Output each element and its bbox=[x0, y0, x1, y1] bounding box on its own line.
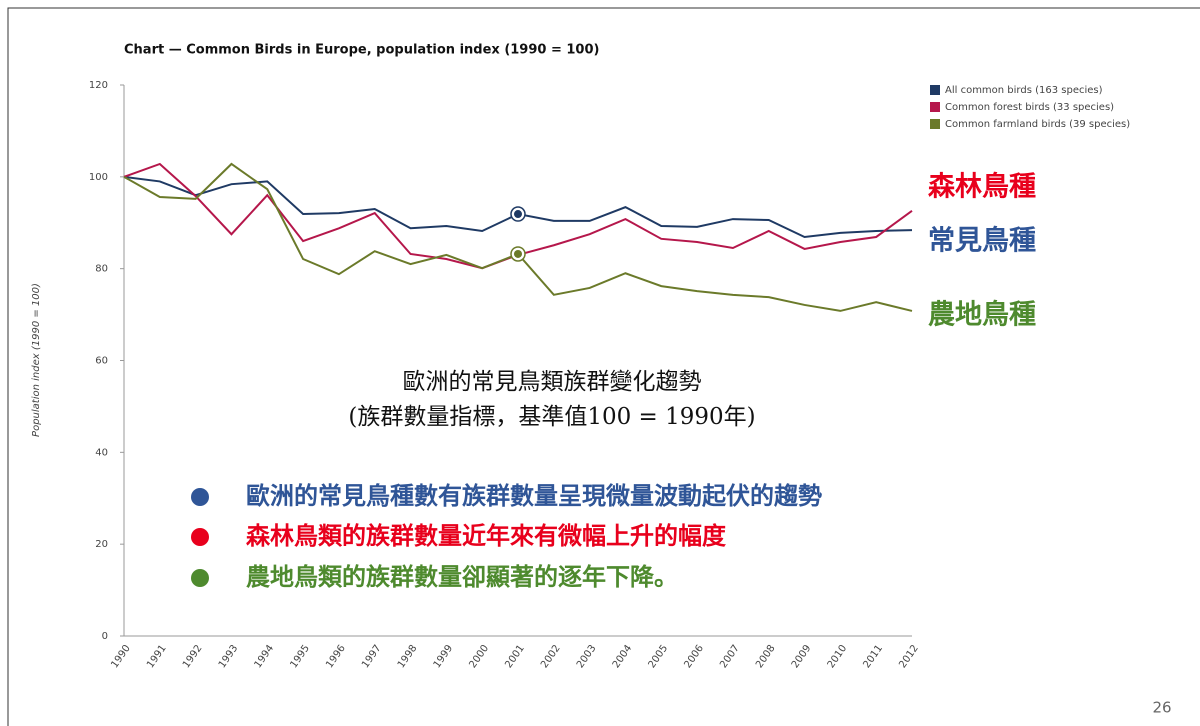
x-tick-label: 2003 bbox=[575, 643, 599, 670]
x-tick-label: 2001 bbox=[503, 643, 527, 670]
y-tick-label: 80 bbox=[95, 264, 108, 275]
x-tick-label: 2010 bbox=[826, 643, 850, 670]
x-tick-label: 1996 bbox=[324, 643, 348, 670]
bullet-dot bbox=[191, 569, 209, 587]
x-tick-label: 1992 bbox=[181, 643, 205, 670]
x-tick-label: 1997 bbox=[360, 643, 384, 670]
x-tick-label: 2004 bbox=[611, 643, 635, 670]
bullet-dot bbox=[191, 488, 209, 506]
x-tick-label: 1993 bbox=[217, 643, 241, 670]
x-tick-label: 1991 bbox=[145, 643, 169, 670]
x-tick-label: 2005 bbox=[647, 643, 671, 670]
caption: 歐洲的常見鳥類族群變化趨勢 bbox=[403, 369, 702, 395]
y-tick-label: 40 bbox=[95, 447, 108, 458]
bullet-text: 農地鳥類的族群數量卻顯著的逐年下降。 bbox=[246, 563, 678, 591]
page-number: 26 bbox=[1152, 699, 1171, 717]
x-tick-label: 1990 bbox=[109, 643, 133, 670]
y-tick-label: 20 bbox=[95, 539, 108, 550]
x-tick-label: 1999 bbox=[432, 643, 456, 670]
legend-swatch bbox=[930, 102, 940, 112]
y-tick-label: 100 bbox=[89, 172, 108, 183]
chart-title: Chart — Common Birds in Europe, populati… bbox=[124, 43, 599, 58]
y-tick-label: 0 bbox=[102, 631, 108, 642]
x-tick-label: 2000 bbox=[467, 643, 491, 670]
caption: (族群數量指標，基準值100 = 1990年) bbox=[348, 404, 755, 430]
x-tick-label: 2006 bbox=[682, 643, 706, 670]
y-axis-label: Population index (1990 = 100) bbox=[31, 283, 42, 437]
highlight-dot bbox=[514, 210, 522, 219]
x-tick-label: 2012 bbox=[897, 643, 921, 670]
x-tick-label: 2007 bbox=[718, 643, 742, 670]
y-tick-label: 120 bbox=[89, 80, 108, 91]
series-line bbox=[123, 162, 913, 312]
series-annotation: 森林鳥種 bbox=[928, 172, 1036, 203]
x-tick-label: 1994 bbox=[253, 643, 277, 670]
bullet-text: 歐洲的常見鳥種數有族群數量呈現微量波動起伏的趨勢 bbox=[246, 482, 822, 510]
x-tick-label: 2011 bbox=[861, 643, 885, 670]
legend-label: All common birds (163 species) bbox=[945, 85, 1103, 96]
legend-swatch bbox=[930, 119, 940, 129]
x-tick-label: 2009 bbox=[790, 643, 814, 670]
bullet-dot bbox=[191, 528, 209, 546]
x-tick-label: 1998 bbox=[396, 643, 420, 670]
x-tick-label: 2002 bbox=[539, 643, 563, 670]
legend-label: Common forest birds (33 species) bbox=[945, 102, 1114, 113]
slide-border bbox=[7, 7, 1200, 726]
series-annotation: 常見鳥種 bbox=[928, 226, 1036, 257]
x-tick-label: 1995 bbox=[288, 643, 312, 670]
bullet-text: 森林鳥類的族群數量近年來有微幅上升的幅度 bbox=[246, 522, 727, 550]
highlight-dot bbox=[514, 249, 522, 258]
x-tick-label: 2008 bbox=[754, 643, 778, 670]
legend-label: Common farmland birds (39 species) bbox=[945, 119, 1130, 130]
y-tick-label: 60 bbox=[95, 356, 108, 367]
series-annotation: 農地鳥種 bbox=[928, 300, 1036, 331]
legend-swatch bbox=[930, 85, 940, 95]
